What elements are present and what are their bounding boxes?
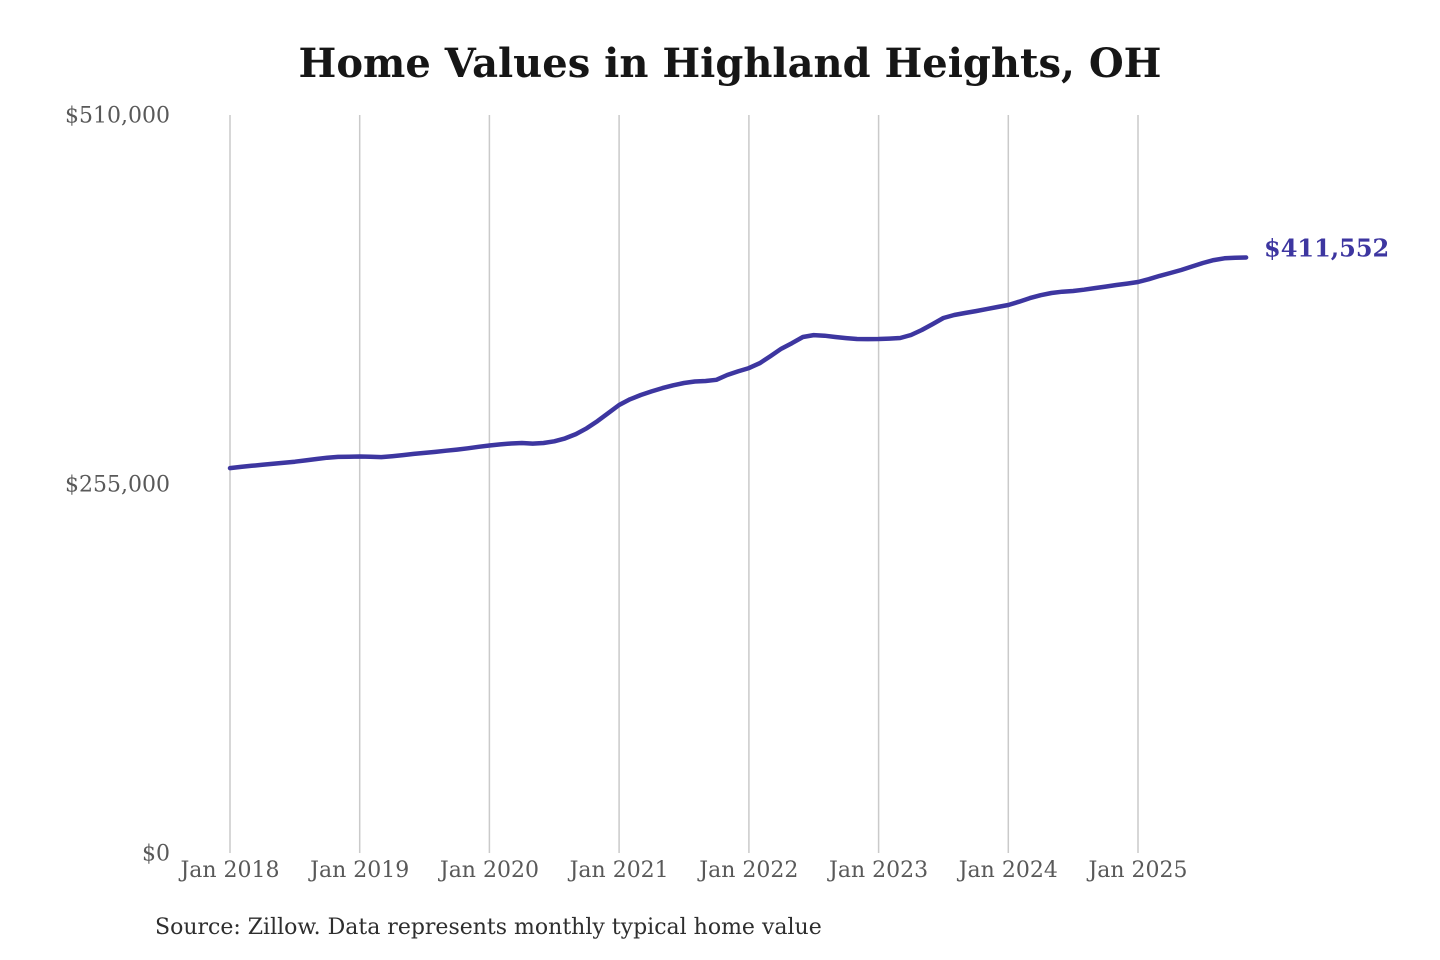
x-axis-tick-label: Jan 2018 [180, 858, 280, 883]
source-note: Source: Zillow. Data represents monthly … [155, 915, 822, 940]
y-axis-tick-label: $0 [142, 841, 170, 867]
y-axis-tick-label: $255,000 [65, 472, 170, 498]
x-axis-tick-label: Jan 2019 [310, 858, 410, 883]
y-axis: $0 $255,000 $510,000 [0, 0, 170, 960]
x-axis-tick-label: Jan 2022 [699, 858, 799, 883]
x-axis-tick-label: Jan 2025 [1088, 858, 1188, 883]
x-axis-tick-label: Jan 2020 [439, 858, 539, 883]
chart-title: Home Values in Highland Heights, OH [298, 40, 1162, 87]
gridlines [229, 115, 1139, 853]
value-line [227, 255, 1249, 471]
y-axis-tick-label: $510,000 [65, 103, 170, 129]
latest-value-label: $411,552 [1264, 233, 1390, 263]
x-axis-tick-label: Jan 2024 [958, 858, 1058, 883]
x-axis-tick-label: Jan 2023 [829, 858, 929, 883]
x-axis-tick-label: Jan 2021 [569, 858, 669, 883]
